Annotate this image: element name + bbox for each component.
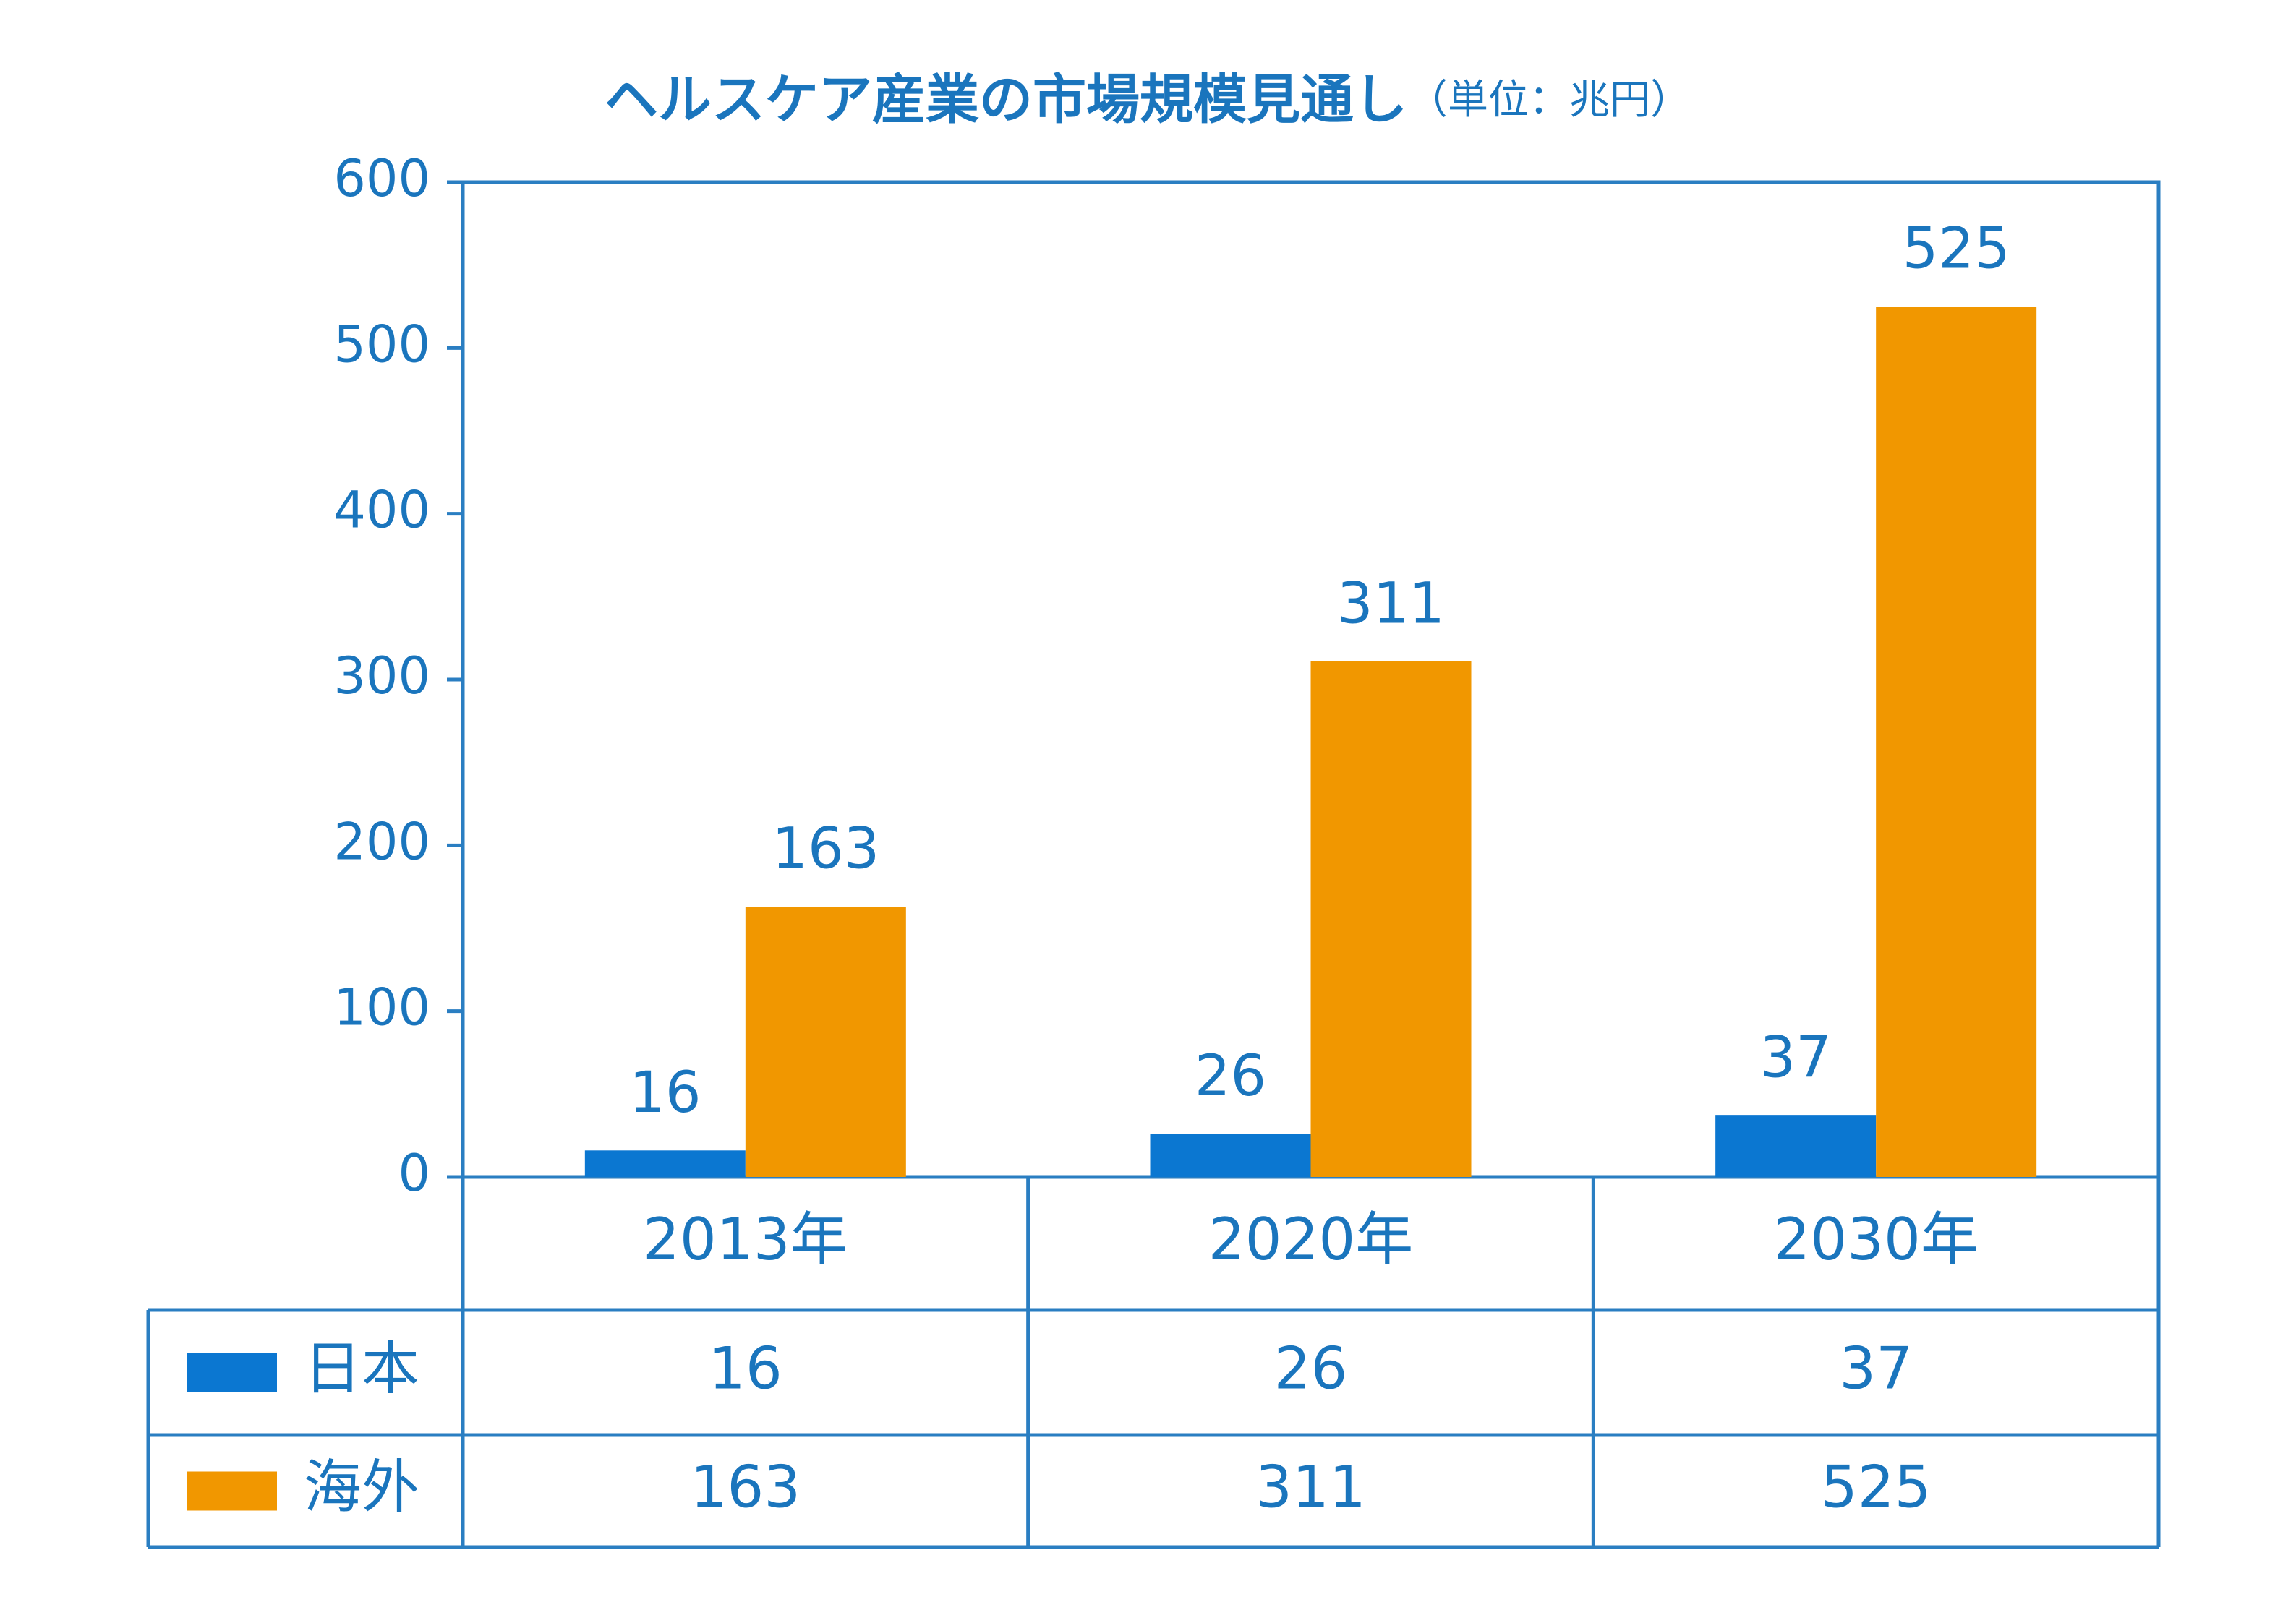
bar-海外-2020年 <box>1310 661 1472 1177</box>
x-category-label: 2030年 <box>1773 1206 1979 1273</box>
bar-日本-2030年 <box>1715 1115 1877 1177</box>
table-cell: 37 <box>1839 1335 1913 1402</box>
data-label-海外-2020年: 311 <box>1337 571 1445 636</box>
legend-swatch-海外 <box>187 1471 277 1511</box>
y-tick-label-0: 0 <box>398 1144 430 1203</box>
y-tick-label-400: 400 <box>333 481 430 540</box>
y-tick-label-200: 200 <box>333 812 430 871</box>
legend-label-日本: 日本 <box>304 1335 419 1402</box>
legend-label-海外: 海外 <box>304 1453 419 1520</box>
x-category-label: 2013年 <box>643 1206 848 1273</box>
data-label-海外-2030年: 525 <box>1903 216 2010 281</box>
table-cell: 525 <box>1821 1453 1932 1520</box>
data-label-日本-2013年: 16 <box>629 1061 701 1126</box>
chart-title-main: ヘルスケア産業の市場規模見通し <box>605 69 1407 131</box>
table-cell: 311 <box>1255 1453 1366 1520</box>
bar-日本-2013年 <box>584 1150 746 1177</box>
bar-海外-2030年 <box>1876 307 2037 1177</box>
bar-日本-2020年 <box>1150 1134 1311 1177</box>
y-tick-label-500: 500 <box>333 314 430 374</box>
y-tick-label-100: 100 <box>333 978 430 1037</box>
data-label-日本-2020年: 26 <box>1195 1044 1266 1109</box>
bar-海外-2013年 <box>745 907 906 1177</box>
data-label-日本-2030年: 37 <box>1760 1026 1832 1091</box>
legend-swatch-日本 <box>187 1353 277 1392</box>
chart-title: ヘルスケア産業の市場規模見通し（単位：兆円） <box>605 69 1691 131</box>
table-cell: 163 <box>690 1453 801 1520</box>
data-label-海外-2013年: 163 <box>772 817 879 882</box>
chart-unit-note: （単位：兆円） <box>1407 77 1691 124</box>
y-tick-label-600: 600 <box>333 149 430 208</box>
table-cell: 16 <box>709 1335 782 1402</box>
y-tick-label-300: 300 <box>333 646 430 706</box>
table-cell: 26 <box>1274 1335 1348 1402</box>
x-category-label: 2020年 <box>1208 1206 1414 1273</box>
